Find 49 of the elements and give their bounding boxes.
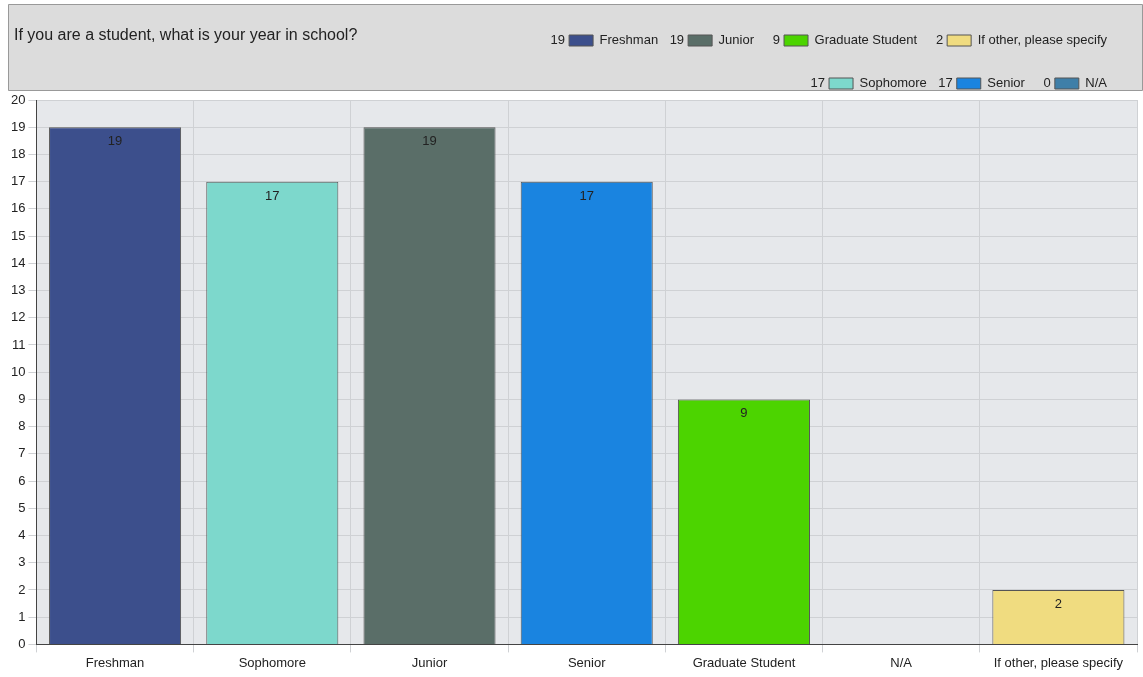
y-tick-label: 4 (18, 527, 26, 543)
legend-label: If other, please specify (977, 32, 1108, 48)
data-label: 17 (579, 187, 594, 203)
text: 19 (550, 32, 566, 48)
legend-label: Junior (718, 32, 755, 48)
y-tick-label: 10 (10, 363, 26, 379)
text: 2 (935, 32, 944, 48)
y-tick-label: 11 (11, 336, 26, 352)
legend-label: Graduate Student (814, 32, 918, 48)
y-tick-label: 13 (10, 282, 26, 298)
y-tick-label: 9 (18, 391, 26, 406)
text: 17 (938, 75, 953, 91)
y-tick-label: 2 (18, 581, 26, 597)
y-tick-label: 7 (18, 445, 26, 461)
text: 0 (1043, 75, 1051, 91)
y-tick-label: 12 (10, 309, 26, 325)
data-label: 19 (107, 133, 123, 149)
y-tick-label: 16 (10, 200, 26, 216)
y-tick-label: 3 (18, 554, 26, 570)
legend-label: Senior (987, 75, 1026, 91)
y-tick-label: 19 (10, 118, 26, 134)
legend-label: Sophomore (859, 75, 927, 91)
y-tick-label: 6 (18, 472, 26, 488)
chart-title: If you are a student, what is your year in school? (14, 26, 358, 44)
x-tick-label: Junior (411, 654, 448, 670)
y-tick-label: 0 (18, 635, 26, 651)
y-tick-label: 20 (10, 91, 26, 107)
y-tick-label: 14 (10, 254, 26, 270)
x-tick-label: Sophomore (238, 654, 306, 670)
x-tick-label: Senior (567, 654, 607, 670)
legend-label: Freshman (599, 32, 659, 48)
legend-label: N/A (1085, 75, 1108, 91)
x-tick-label: Freshman (85, 654, 145, 670)
text: 17 (810, 75, 826, 91)
y-tick-label: 18 (10, 146, 26, 162)
data-label: 17 (265, 187, 280, 203)
x-tick-label: Graduate Student (692, 654, 796, 670)
text: 9 (772, 32, 781, 48)
y-tick-label: 5 (18, 499, 26, 515)
y-tick-label: 15 (10, 227, 26, 243)
y-tick-label: 1 (18, 608, 26, 624)
x-tick-label: N/A (890, 654, 913, 670)
x-tick-label: If other, please specify (993, 654, 1124, 670)
data-label: 2 (1054, 596, 1063, 612)
text: 19 (669, 32, 685, 48)
y-tick-label: 17 (10, 173, 26, 189)
data-label: 19 (422, 133, 437, 149)
data-label: 9 (740, 405, 748, 421)
y-tick-label: 8 (18, 418, 26, 434)
